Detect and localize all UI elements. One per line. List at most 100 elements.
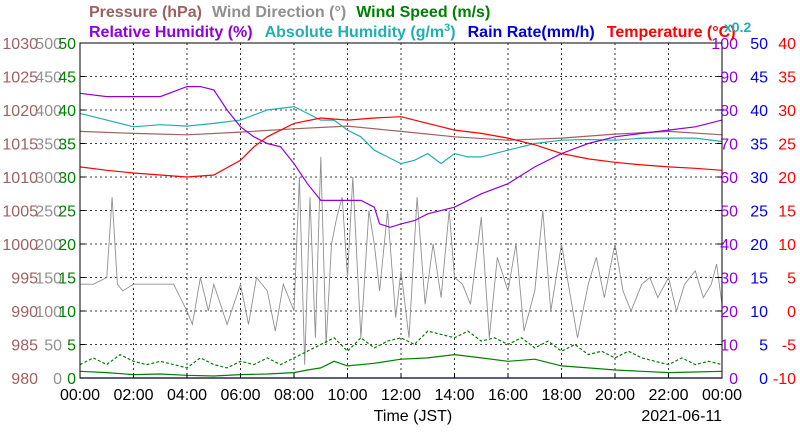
- series-line-pressure: [79, 125, 723, 141]
- left-tick-label-pressure: 1025: [2, 70, 38, 87]
- x-tick-label: 20:00: [595, 387, 635, 404]
- left-tick-label-pressure: 1010: [2, 170, 38, 187]
- left-tick-label-wind-speed: 35: [58, 137, 76, 154]
- right-tick-label-relative-humidity: 70: [720, 137, 738, 154]
- x-tick-label: 14:00: [434, 387, 474, 404]
- axes-layer: 00:00 02:00 04:00 06:00 08:00 10:00 12:00 14:00…: [2, 36, 796, 404]
- right-tick-label-relative-humidity: 60: [720, 170, 738, 187]
- legend-item-row2: Temperature (°C): [607, 24, 736, 41]
- left-tick-label-wind-direction: 0: [53, 371, 62, 388]
- left-tick-label-pressure: 995: [11, 271, 38, 288]
- right-tick-label-relative-humidity: 20: [720, 304, 738, 321]
- right-tick-label-rain-rate: 30: [750, 170, 768, 187]
- right-tick-label-rain-rate: 10: [750, 304, 768, 321]
- right-tick-label-temperature: 5: [787, 271, 796, 288]
- date-label: 2021-06-11: [641, 408, 722, 425]
- x-tick-label: 10:00: [327, 387, 367, 404]
- x-tick-label: 12:00: [381, 387, 421, 404]
- right-tick-label-rain-rate: 20: [750, 237, 768, 254]
- left-tick-label-wind-speed: 30: [58, 170, 76, 187]
- legend-item-row1: Pressure (hPa): [89, 4, 202, 21]
- left-tick-label-wind-speed: 15: [58, 271, 76, 288]
- series-line-wind-speed-gust: [79, 330, 723, 369]
- left-tick-label-wind-direction: 500: [35, 36, 62, 53]
- right-tick-label-temperature: 0: [787, 304, 796, 321]
- right-tick-label-temperature: 15: [778, 204, 796, 221]
- x-tick-label: 08:00: [274, 387, 314, 404]
- x-axis-label: Time (JST): [374, 408, 453, 425]
- left-tick-label-wind-direction: 450: [35, 70, 62, 87]
- right-tick-label-relative-humidity: 50: [720, 204, 738, 221]
- x-tick-label: 18:00: [541, 387, 581, 404]
- right-tick-label-rain-rate: 50: [750, 36, 768, 53]
- series-layer: [79, 85, 723, 379]
- left-tick-label-wind-speed: 45: [58, 70, 76, 87]
- right-tick-label-rain-rate: 5: [759, 338, 768, 355]
- right-tick-label-rain-rate: 35: [750, 137, 768, 154]
- right-tick-label-relative-humidity: 40: [720, 237, 738, 254]
- left-tick-label-wind-speed: 40: [58, 103, 76, 120]
- right-tick-label-relative-humidity: 90: [720, 70, 738, 87]
- left-tick-label-wind-direction: 100: [35, 304, 62, 321]
- right-tick-label-rain-rate: 0: [759, 371, 768, 388]
- series-line-temperature: [79, 116, 723, 178]
- x-tick-label: 02:00: [113, 387, 153, 404]
- x-tick-label: 22:00: [648, 387, 688, 404]
- right-tick-label-temperature: 40: [778, 36, 796, 53]
- right-tick-label-relative-humidity: 10: [720, 338, 738, 355]
- legend-item-row2: x0.2: [724, 19, 751, 35]
- right-tick-label-temperature: 10: [778, 237, 796, 254]
- left-tick-label-wind-direction: 50: [44, 338, 62, 355]
- legend-item-row2: Relative Humidity (%): [89, 24, 253, 41]
- left-tick-label-wind-direction: 250: [35, 204, 62, 221]
- left-tick-label-wind-direction: 200: [35, 237, 62, 254]
- series-line-wind-direction: [80, 156, 723, 365]
- right-tick-label-temperature: -10: [773, 371, 796, 388]
- left-tick-label-wind-direction: 300: [35, 170, 62, 187]
- left-tick-label-wind-direction: 400: [35, 103, 62, 120]
- right-tick-label-rain-rate: 40: [750, 103, 768, 120]
- right-tick-label-relative-humidity: 30: [720, 271, 738, 288]
- left-tick-label-pressure: 1030: [2, 36, 38, 53]
- left-tick-label-pressure: 990: [11, 304, 38, 321]
- left-tick-label-pressure: 985: [11, 338, 38, 355]
- series-line-absolute-humidity-x0-2: [79, 105, 723, 165]
- legend-item-row1: Wind Speed (m/s): [356, 4, 490, 21]
- left-tick-label-wind-speed: 20: [58, 237, 76, 254]
- right-tick-label-temperature: -5: [782, 338, 796, 355]
- x-tick-label: 06:00: [220, 387, 260, 404]
- right-tick-label-relative-humidity: 100: [711, 36, 738, 53]
- x-tick-label: 04:00: [167, 387, 207, 404]
- left-tick-label-wind-speed: 10: [58, 304, 76, 321]
- right-tick-label-rain-rate: 45: [750, 70, 768, 87]
- left-tick-label-wind-speed: 0: [67, 371, 76, 388]
- grid: [80, 43, 722, 378]
- legend-item-row1: Wind Direction (°): [212, 4, 346, 21]
- right-tick-label-temperature: 30: [778, 103, 796, 120]
- right-tick-label-relative-humidity: 80: [720, 103, 738, 120]
- legend-item-row2: Rain Rate(mm/h): [468, 24, 595, 41]
- x-tick-label: 16:00: [488, 387, 528, 404]
- right-tick-label-rain-rate: 25: [750, 204, 768, 221]
- left-tick-label-wind-direction: 350: [35, 137, 62, 154]
- legend-item-row2: Absolute Humidity (g/m3): [265, 22, 456, 41]
- left-tick-label-wind-speed: 25: [58, 204, 76, 221]
- left-tick-label-pressure: 1015: [2, 137, 38, 154]
- right-tick-label-temperature: 35: [778, 70, 796, 87]
- left-tick-label-pressure: 1005: [2, 204, 38, 221]
- right-tick-label-temperature: 20: [778, 170, 796, 187]
- x-tick-label: 00:00: [60, 387, 100, 404]
- right-tick-label-rain-rate: 15: [750, 271, 768, 288]
- right-tick-label-temperature: 25: [778, 137, 796, 154]
- left-tick-label-pressure: 1020: [2, 103, 38, 120]
- left-tick-label-wind-direction: 150: [35, 271, 62, 288]
- x-tick-label: 00:00: [702, 387, 742, 404]
- left-tick-label-pressure: 980: [11, 371, 38, 388]
- left-tick-label-wind-speed: 50: [58, 36, 76, 53]
- series-line-relative-humidity: [79, 85, 723, 228]
- right-tick-label-relative-humidity: 0: [729, 371, 738, 388]
- left-tick-label-pressure: 1000: [2, 237, 38, 254]
